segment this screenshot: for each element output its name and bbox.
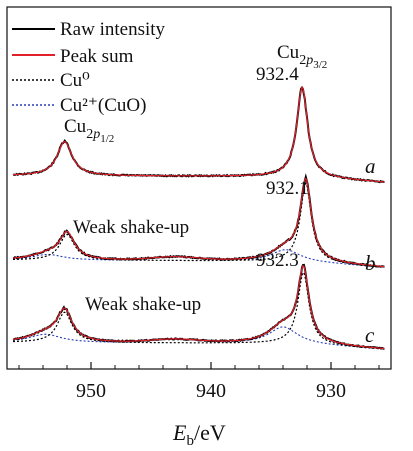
- x-axis-label-sub: b: [186, 433, 194, 449]
- legend-label-peak-sum: Peak sum: [60, 46, 134, 67]
- peak-position-label-c: 932.3: [256, 250, 299, 271]
- spectrum-b-raw: [13, 177, 385, 267]
- panel-label-a: a: [365, 154, 376, 178]
- peak-label-cu2p32-subsubsub: 3/2: [313, 59, 327, 71]
- peak-label-cu2p12-main: Cu: [64, 116, 87, 137]
- x-tick-label: 930: [316, 380, 346, 402]
- peak-label-cu2p32-subsub: p: [305, 53, 313, 68]
- peak-label-cu2p32-sub: 2: [299, 53, 306, 68]
- peak-label-cu2p12-sub: 2: [86, 127, 93, 142]
- x-axis-label: Eb/eV: [172, 420, 226, 449]
- peak-label-cu2p12-subsub: p: [92, 127, 100, 142]
- spectrum-b-peak-sum: [13, 179, 385, 267]
- x-tick-label: 950: [76, 380, 106, 402]
- x-axis-label-unit: /eV: [194, 420, 226, 445]
- annotation-shake-up-c: Weak shake-up: [85, 294, 201, 315]
- peak-position-label-a: 932.4: [256, 64, 299, 85]
- legend-label-cu0: Cu⁰: [60, 70, 90, 91]
- peak-label-cu2p32-main: Cu: [277, 42, 300, 63]
- x-tick-label: 940: [196, 380, 226, 402]
- panel-label-b: b: [365, 251, 376, 275]
- legend: Raw intensity Peak sum Cu⁰ Cu²⁺(CuO): [12, 19, 166, 116]
- legend-label-raw: Raw intensity: [60, 19, 166, 40]
- panel-label-c: c: [365, 323, 375, 347]
- peak-label-cu2p12: Cu2p1/2: [64, 116, 114, 145]
- peak-label-cu2p12-subsubsub: 1/2: [100, 133, 114, 145]
- annotation-shake-up-b: Weak shake-up: [73, 217, 189, 238]
- x-axis-label-main: E: [172, 420, 187, 445]
- x-axis-ticks: 950 940 930: [19, 362, 379, 402]
- legend-label-cu2: Cu²⁺(CuO): [60, 95, 146, 116]
- peak-position-label-b: 932.1: [266, 178, 309, 199]
- spectrum-b-cu0-fit: [13, 183, 385, 267]
